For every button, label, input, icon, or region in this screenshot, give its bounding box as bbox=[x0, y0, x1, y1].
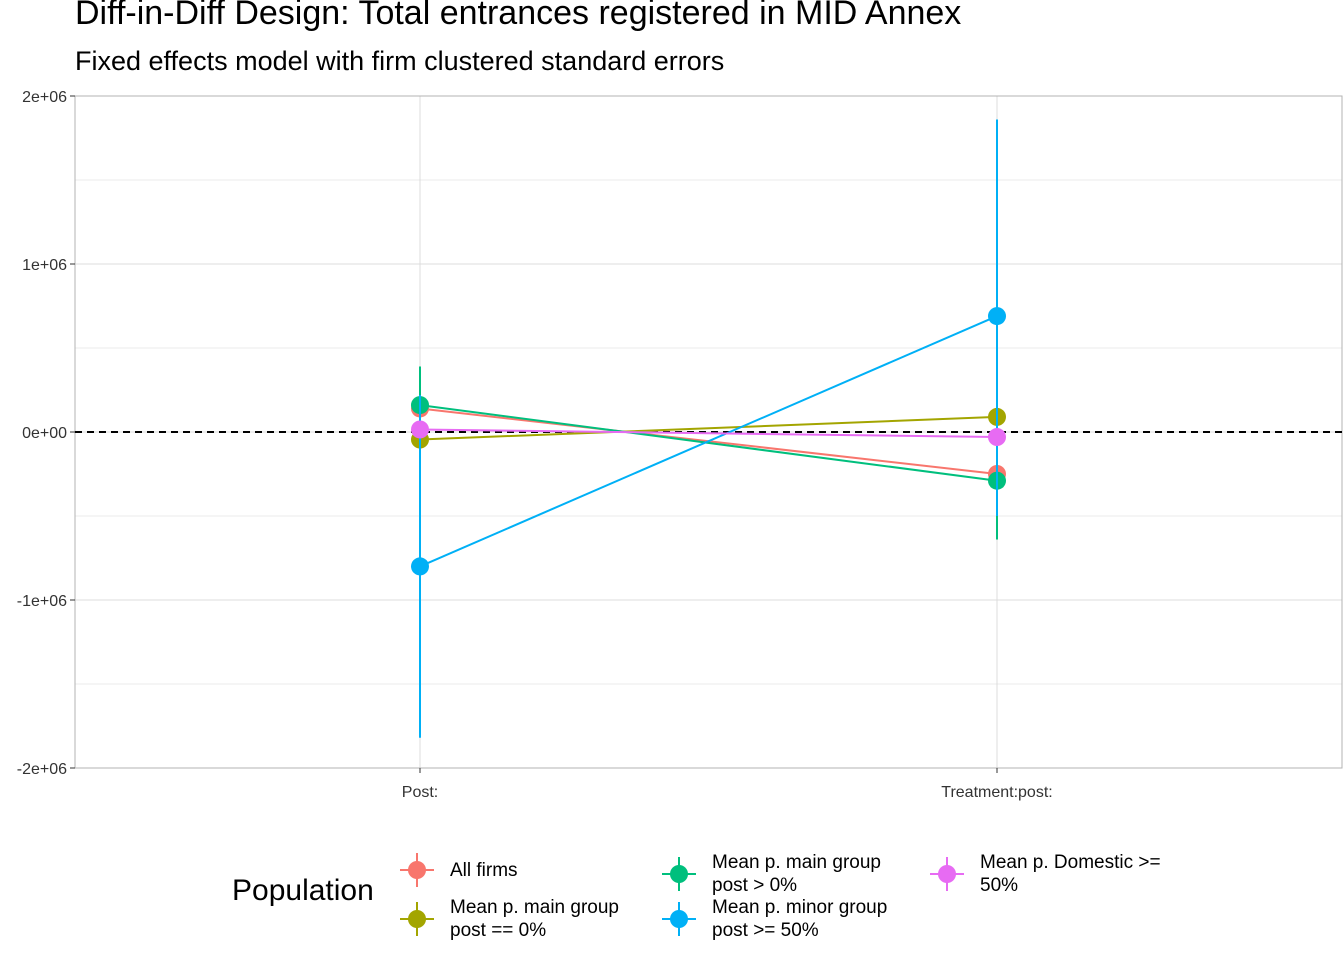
legend-item: Mean p. minor group post >= 50% bbox=[660, 896, 917, 942]
legend-key-icon bbox=[400, 902, 434, 936]
series-line bbox=[419, 428, 998, 439]
legend-key-icon bbox=[662, 902, 696, 936]
series-2 bbox=[411, 366, 1006, 540]
y-tick-label: -1e+06 bbox=[17, 593, 67, 610]
legend-key-icon bbox=[662, 857, 696, 891]
data-point bbox=[988, 428, 1006, 447]
legend-label: Mean p. main group post > 0% bbox=[712, 852, 881, 896]
y-tick-label: -2e+06 bbox=[17, 761, 67, 778]
x-tick-label: Treatment:post: bbox=[941, 784, 1052, 801]
data-point bbox=[411, 420, 429, 439]
data-point bbox=[988, 307, 1006, 326]
legend-item: Mean p. Domestic >= 50% bbox=[928, 851, 1185, 897]
legend-label: Mean p. main group post == 0% bbox=[450, 897, 619, 941]
legend-key-point bbox=[938, 865, 956, 883]
chart-title: Diff-in-Diff Design: Total entrances reg… bbox=[75, 0, 962, 32]
legend-key-icon bbox=[930, 857, 964, 891]
legend-item: Mean p. main group post == 0% bbox=[398, 896, 655, 942]
chart-plot: -2e+06 -1e+06 0e+00 1e+06 2e+06 Post: Treatme… bbox=[17, 89, 1343, 801]
x-axis-ticks: Post: Treatment:post: bbox=[402, 768, 1053, 801]
legend-label: Mean p. Domestic >= 50% bbox=[980, 852, 1161, 896]
legend-label: All firms bbox=[450, 859, 518, 881]
y-tick-label: 1e+06 bbox=[22, 257, 67, 274]
legend-item: All firms bbox=[398, 851, 655, 889]
x-tick-label: Post: bbox=[402, 784, 438, 801]
legend-key-icon bbox=[400, 853, 434, 887]
series-4 bbox=[411, 420, 1006, 447]
series-line bbox=[419, 315, 998, 568]
series-3 bbox=[411, 119, 1006, 738]
y-tick-label: 0e+00 bbox=[22, 425, 67, 442]
y-tick-label: 2e+06 bbox=[22, 89, 67, 106]
data-point bbox=[411, 557, 429, 576]
legend-label: Mean p. minor group post >= 50% bbox=[712, 897, 888, 941]
series-layer bbox=[411, 119, 1006, 738]
y-axis-ticks: -2e+06 -1e+06 0e+00 1e+06 2e+06 bbox=[17, 89, 75, 778]
legend-key-point bbox=[408, 861, 426, 879]
grid-lines bbox=[75, 95, 1342, 769]
legend-key-point bbox=[670, 910, 688, 928]
legend-key-point bbox=[670, 865, 688, 883]
series-line bbox=[419, 415, 998, 441]
series-line bbox=[419, 404, 998, 482]
legend-title: Population bbox=[232, 874, 374, 907]
legend-item: Mean p. main group post > 0% bbox=[660, 851, 917, 897]
legend-key-point bbox=[408, 910, 426, 928]
chart-subtitle: Fixed effects model with firm clustered … bbox=[75, 46, 725, 76]
